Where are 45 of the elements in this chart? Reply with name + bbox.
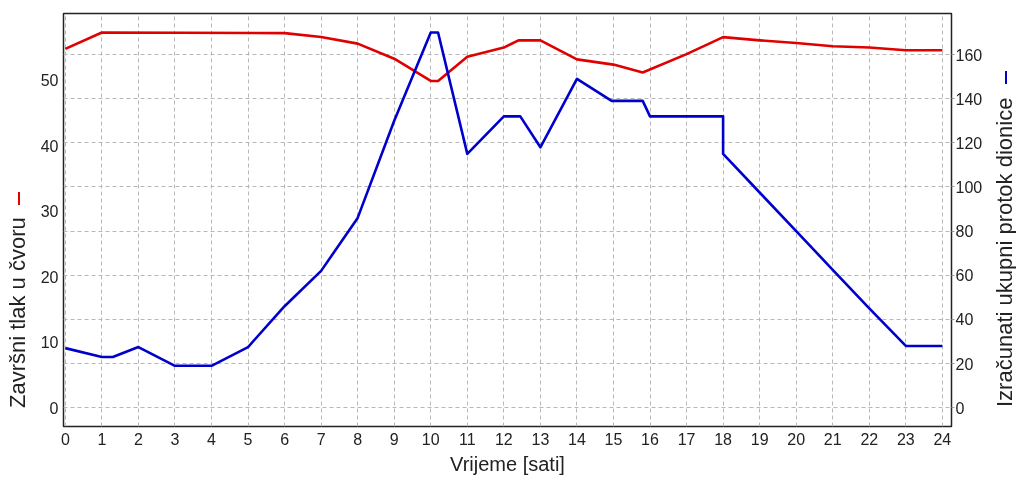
x-tick-label: 5 xyxy=(243,430,253,448)
y2-tick-label: 0 xyxy=(955,399,965,417)
y-tick-label: 30 xyxy=(40,203,59,221)
x-tick-label: 6 xyxy=(280,430,290,448)
x-tick-label: 8 xyxy=(353,430,363,448)
y2-tick-label: 160 xyxy=(955,46,983,64)
x-tick-label: 18 xyxy=(714,430,733,448)
y2-tick-label: 140 xyxy=(955,90,983,108)
y2-axis-title: Izračunati ukupni protok dionice xyxy=(992,97,1016,407)
y2-tick-label: 40 xyxy=(955,311,974,329)
y-tick-label: 40 xyxy=(40,137,59,155)
x-tick-label: 7 xyxy=(316,430,326,448)
x-tick-label: 21 xyxy=(823,430,842,448)
y-axis-title: Završni tlak u čvoru xyxy=(5,217,30,408)
y-tick-label: 50 xyxy=(40,72,59,90)
y-tick-label: 0 xyxy=(49,399,59,417)
x-tick-label: 22 xyxy=(860,430,879,448)
x-tick-label: 19 xyxy=(750,430,769,448)
x-tick-label: 4 xyxy=(207,430,217,448)
x-tick-label: 12 xyxy=(494,430,513,448)
y2-tick-label: 80 xyxy=(955,223,974,241)
x-tick-label: 20 xyxy=(787,430,806,448)
x-tick-label: 1 xyxy=(97,430,107,448)
x-tick-label: 17 xyxy=(677,430,696,448)
line-series xyxy=(64,31,944,368)
y-tick-label: 10 xyxy=(40,334,59,352)
x-tick-label: 3 xyxy=(170,430,180,448)
y-tick-label: 20 xyxy=(40,268,59,286)
y2-tick-label: 20 xyxy=(955,355,974,373)
x-tick-label: 11 xyxy=(459,430,476,448)
x-tick-label: 23 xyxy=(896,430,915,448)
y2-tick-label: 120 xyxy=(955,134,983,152)
x-tick-label: 14 xyxy=(568,430,586,448)
line-series xyxy=(64,31,944,83)
x-tick-label: 15 xyxy=(604,430,623,448)
y2-tick-label: 100 xyxy=(955,179,983,196)
x-axis-title: Vrijeme [sati] xyxy=(450,452,565,475)
x-tick-label: 0 xyxy=(60,430,70,448)
x-tick-label: 9 xyxy=(389,430,399,448)
x-tick-label: 16 xyxy=(641,430,660,448)
x-tick-label: 13 xyxy=(531,430,550,448)
x-tick-label: 2 xyxy=(133,430,143,448)
y2-tick-label: 60 xyxy=(955,267,974,285)
x-tick-label: 24 xyxy=(933,430,952,448)
x-tick-label: 10 xyxy=(421,430,440,448)
